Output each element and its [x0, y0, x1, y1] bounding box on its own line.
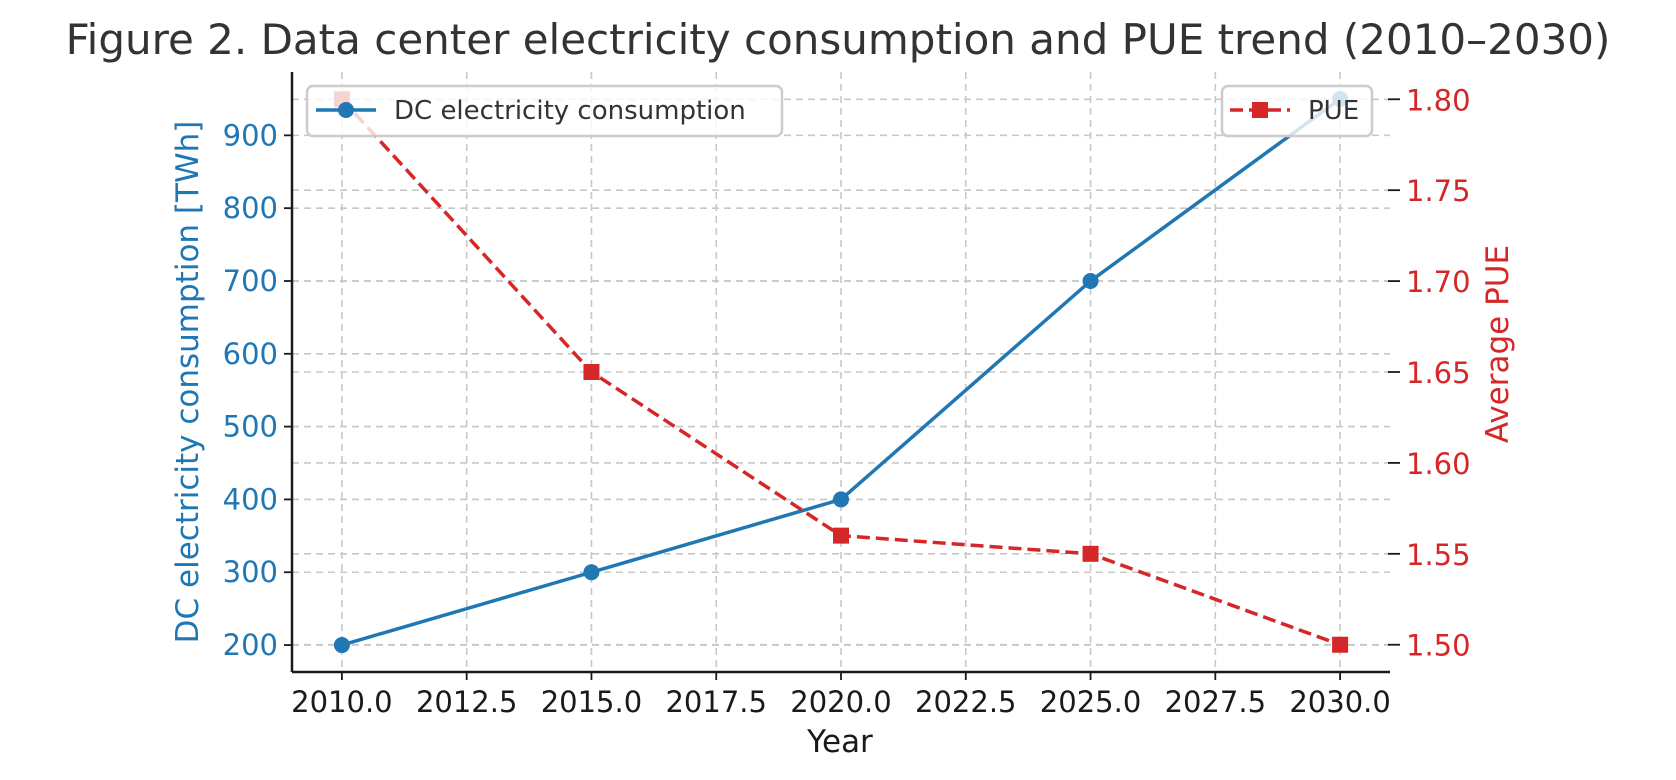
right-y-tick-label: 1.70 — [1406, 265, 1471, 299]
left-y-tick-label: 200 — [223, 628, 278, 662]
right-y-tick-label: 1.80 — [1406, 83, 1471, 117]
legend-circle-marker-icon — [338, 102, 354, 118]
data-point — [833, 491, 849, 508]
grid — [292, 72, 1390, 672]
left-y-tick-label: 300 — [223, 555, 278, 589]
data-point — [583, 564, 600, 581]
x-tick-label: 2027.5 — [1165, 685, 1266, 719]
data-point — [333, 637, 350, 654]
chart-title: Figure 2. Data center electricity consum… — [66, 15, 1611, 64]
x-axis-label: Year — [806, 724, 873, 760]
legend-dc-consumption: DC electricity consumption — [305, 84, 784, 138]
left-y-tick-label: 700 — [223, 264, 278, 298]
right-y-tick-label: 1.75 — [1406, 174, 1471, 208]
right-y-tick-label: 1.50 — [1406, 629, 1471, 663]
data-point — [833, 527, 849, 544]
right-y-tick-label: 1.60 — [1406, 447, 1471, 481]
x-tick-label: 2022.5 — [915, 685, 1016, 719]
left-y-tick-label: 600 — [223, 337, 278, 371]
legend-square-marker-icon — [1252, 102, 1268, 118]
left-y-tick-label: 800 — [223, 191, 278, 225]
left-y-tick-label: 900 — [223, 118, 278, 152]
legend-label: PUE — [1308, 96, 1359, 126]
x-tick-label: 2017.5 — [665, 685, 766, 719]
right-y-axis-label: Average PUE — [1480, 245, 1516, 443]
left-y-axis-label: DC electricity consumption [TWh] — [170, 121, 206, 644]
x-tick-label: 2012.5 — [416, 685, 517, 719]
left-y-tick-label: 400 — [223, 482, 278, 516]
legend-label: DC electricity consumption — [394, 96, 746, 126]
right-y-tick-label: 1.65 — [1406, 356, 1471, 390]
data-point — [1082, 272, 1099, 289]
data-point — [1332, 636, 1349, 653]
axes: 2010.0 2012.5 2015.0 2017.5 2020.0 2022.5 2025… — [223, 72, 1471, 719]
left-y-tick-label: 500 — [223, 410, 278, 444]
data-point — [583, 364, 600, 380]
legend-pue: PUE — [1220, 84, 1374, 138]
x-tick-label: 2030.0 — [1289, 685, 1390, 719]
x-tick-label: 2020.0 — [790, 685, 891, 719]
legend-box — [1220, 84, 1374, 138]
legends: DC electricity consumption PUE — [305, 84, 1374, 138]
data-point — [1082, 545, 1099, 562]
legend-box — [305, 84, 784, 138]
x-tick-label: 2025.0 — [1040, 685, 1141, 719]
x-tick-label: 2010.0 — [291, 685, 392, 719]
x-tick-label: 2015.0 — [541, 685, 642, 719]
right-y-tick-label: 1.55 — [1406, 538, 1471, 572]
